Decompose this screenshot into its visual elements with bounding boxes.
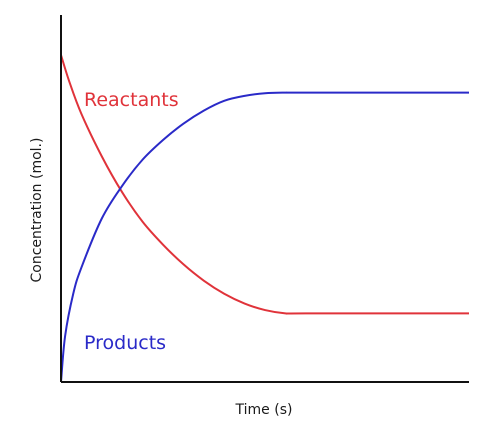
series-layer [60,54,469,383]
products-line [60,91,469,383]
y-axis-label: Concentration (mol.) [29,138,45,283]
x-axis-label: Time (s) [235,402,293,418]
reactants-line [60,54,469,315]
products-series-label: Products [84,332,166,354]
reactants-series-label: Reactants [84,89,179,111]
